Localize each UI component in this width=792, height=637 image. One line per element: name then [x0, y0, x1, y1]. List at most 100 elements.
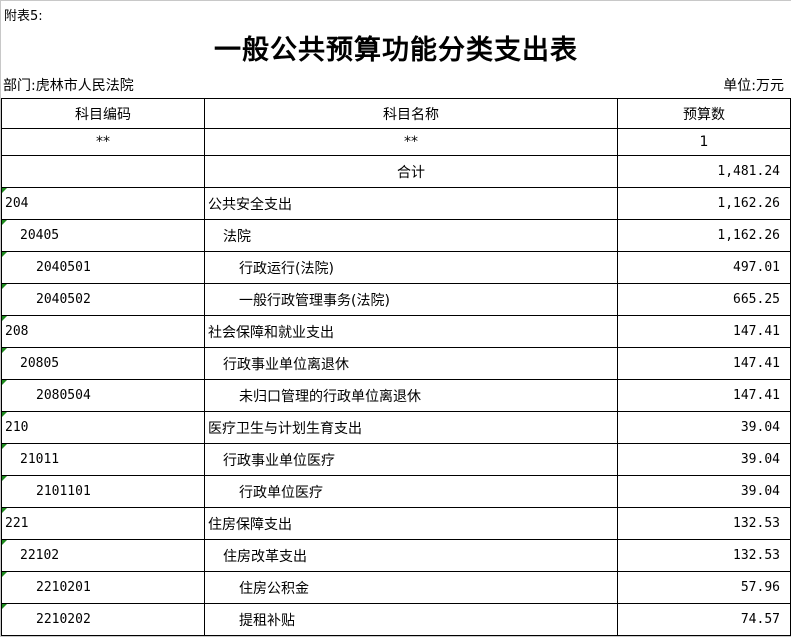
name-cell[interactable]: 医疗卫生与计划生育支出 — [204, 411, 618, 444]
department-label: 部门:虎林市人民法院 — [3, 78, 134, 94]
total-value[interactable]: 1,481.24 — [617, 155, 791, 188]
amount-cell[interactable]: 132.53 — [617, 539, 791, 572]
code-text: 22102 — [20, 548, 60, 563]
code-text: 210 — [5, 420, 29, 435]
code-cell[interactable]: 210 — [1, 411, 205, 444]
code-text: 2210201 — [36, 580, 91, 595]
table-row: 21011 行政事业单位医疗 39.04 — [1, 443, 791, 476]
amount-cell[interactable]: 1,162.26 — [617, 187, 791, 220]
code-text: 204 — [5, 196, 29, 211]
code-text: 20405 — [20, 228, 60, 243]
name-cell[interactable]: 住房公积金 — [204, 571, 618, 604]
name-cell[interactable]: 一般行政管理事务(法院) — [204, 283, 618, 316]
subheader-name[interactable]: ** — [204, 128, 618, 156]
table-row: 208 社会保障和就业支出 147.41 — [1, 315, 791, 348]
text-number-indicator — [2, 380, 7, 385]
amount-cell[interactable]: 147.41 — [617, 379, 791, 412]
table-row: 2040502 一般行政管理事务(法院) 665.25 — [1, 283, 791, 316]
text-number-indicator — [2, 284, 7, 289]
text-number-indicator — [2, 604, 7, 609]
subheader-code[interactable]: ** — [1, 128, 205, 156]
amount-cell[interactable]: 147.41 — [617, 347, 791, 380]
unit-label: 单位:万元 — [723, 78, 784, 94]
appendix-note: 附表5: — [4, 9, 43, 24]
code-text: 2040502 — [36, 292, 91, 307]
text-number-indicator — [2, 412, 7, 417]
subheader-row: ** ** 1 — [1, 128, 791, 156]
amount-cell[interactable]: 1,162.26 — [617, 219, 791, 252]
code-cell[interactable]: 2210201 — [1, 571, 205, 604]
code-text: 208 — [5, 324, 29, 339]
table-row: 204 公共安全支出 1,162.26 — [1, 187, 791, 220]
header-name[interactable]: 科目名称 — [204, 98, 618, 129]
code-cell[interactable]: 2101101 — [1, 475, 205, 508]
page-title: 一般公共预算功能分类支出表 — [214, 35, 578, 66]
code-cell[interactable]: 208 — [1, 315, 205, 348]
code-text: 21011 — [20, 452, 60, 467]
name-cell[interactable]: 行政运行(法院) — [204, 251, 618, 284]
code-text: 221 — [5, 516, 29, 531]
code-cell[interactable]: 221 — [1, 507, 205, 540]
code-cell[interactable]: 2040501 — [1, 251, 205, 284]
text-number-indicator — [2, 540, 7, 545]
text-number-indicator — [2, 316, 7, 321]
code-text: 2210202 — [36, 612, 91, 627]
name-cell[interactable]: 行政事业单位离退休 — [204, 347, 618, 380]
table-row: 221 住房保障支出 132.53 — [1, 507, 791, 540]
text-number-indicator — [2, 508, 7, 513]
code-cell[interactable]: 2080504 — [1, 379, 205, 412]
code-text: 20805 — [20, 356, 60, 371]
name-cell[interactable]: 社会保障和就业支出 — [204, 315, 618, 348]
amount-cell[interactable]: 74.57 — [617, 603, 791, 636]
name-cell[interactable]: 行政事业单位医疗 — [204, 443, 618, 476]
amount-cell[interactable]: 39.04 — [617, 443, 791, 476]
table-row: 2080504 未归口管理的行政单位离退休 147.41 — [1, 379, 791, 412]
text-number-indicator — [2, 188, 7, 193]
amount-cell[interactable]: 39.04 — [617, 475, 791, 508]
amount-cell[interactable]: 665.25 — [617, 283, 791, 316]
table-row: 210 医疗卫生与计划生育支出 39.04 — [1, 411, 791, 444]
table-row: 22102 住房改革支出 132.53 — [1, 539, 791, 572]
amount-cell[interactable]: 497.01 — [617, 251, 791, 284]
text-number-indicator — [2, 348, 7, 353]
total-row: 合计 1,481.24 — [1, 155, 791, 188]
table-row: 2210202 提租补贴 74.57 — [1, 603, 791, 636]
text-number-indicator — [2, 572, 7, 577]
total-label[interactable]: 合计 — [204, 155, 618, 188]
subheader-amount[interactable]: 1 — [617, 128, 791, 156]
code-cell[interactable]: 20805 — [1, 347, 205, 380]
table-row: 2040501 行政运行(法院) 497.01 — [1, 251, 791, 284]
code-cell[interactable]: 21011 — [1, 443, 205, 476]
table-row: 20805 行政事业单位离退休 147.41 — [1, 347, 791, 380]
name-cell[interactable]: 法院 — [204, 219, 618, 252]
code-text: 2040501 — [36, 260, 91, 275]
name-cell[interactable]: 行政单位医疗 — [204, 475, 618, 508]
code-cell[interactable]: 2210202 — [1, 603, 205, 636]
text-number-indicator — [2, 476, 7, 481]
code-cell[interactable]: 22102 — [1, 539, 205, 572]
name-cell[interactable]: 住房保障支出 — [204, 507, 618, 540]
code-cell[interactable]: 20405 — [1, 219, 205, 252]
text-number-indicator — [2, 444, 7, 449]
name-cell[interactable]: 住房改革支出 — [204, 539, 618, 572]
total-code-cell[interactable] — [1, 155, 205, 188]
amount-cell[interactable]: 57.96 — [617, 571, 791, 604]
table-row: 20405 法院 1,162.26 — [1, 219, 791, 252]
code-text: 2080504 — [36, 388, 91, 403]
name-cell[interactable]: 提租补贴 — [204, 603, 618, 636]
amount-cell[interactable]: 147.41 — [617, 315, 791, 348]
code-text: 2101101 — [36, 484, 91, 499]
table-row: 2101101 行政单位医疗 39.04 — [1, 475, 791, 508]
table-row: 2210201 住房公积金 57.96 — [1, 571, 791, 604]
name-cell[interactable]: 公共安全支出 — [204, 187, 618, 220]
header-amount[interactable]: 预算数 — [617, 98, 791, 129]
code-cell[interactable]: 2040502 — [1, 283, 205, 316]
header-code[interactable]: 科目编码 — [1, 98, 205, 129]
header-row: 科目编码 科目名称 预算数 — [1, 98, 791, 129]
amount-cell[interactable]: 132.53 — [617, 507, 791, 540]
name-cell[interactable]: 未归口管理的行政单位离退休 — [204, 379, 618, 412]
text-number-indicator — [2, 220, 7, 225]
amount-cell[interactable]: 39.04 — [617, 411, 791, 444]
code-cell[interactable]: 204 — [1, 187, 205, 220]
